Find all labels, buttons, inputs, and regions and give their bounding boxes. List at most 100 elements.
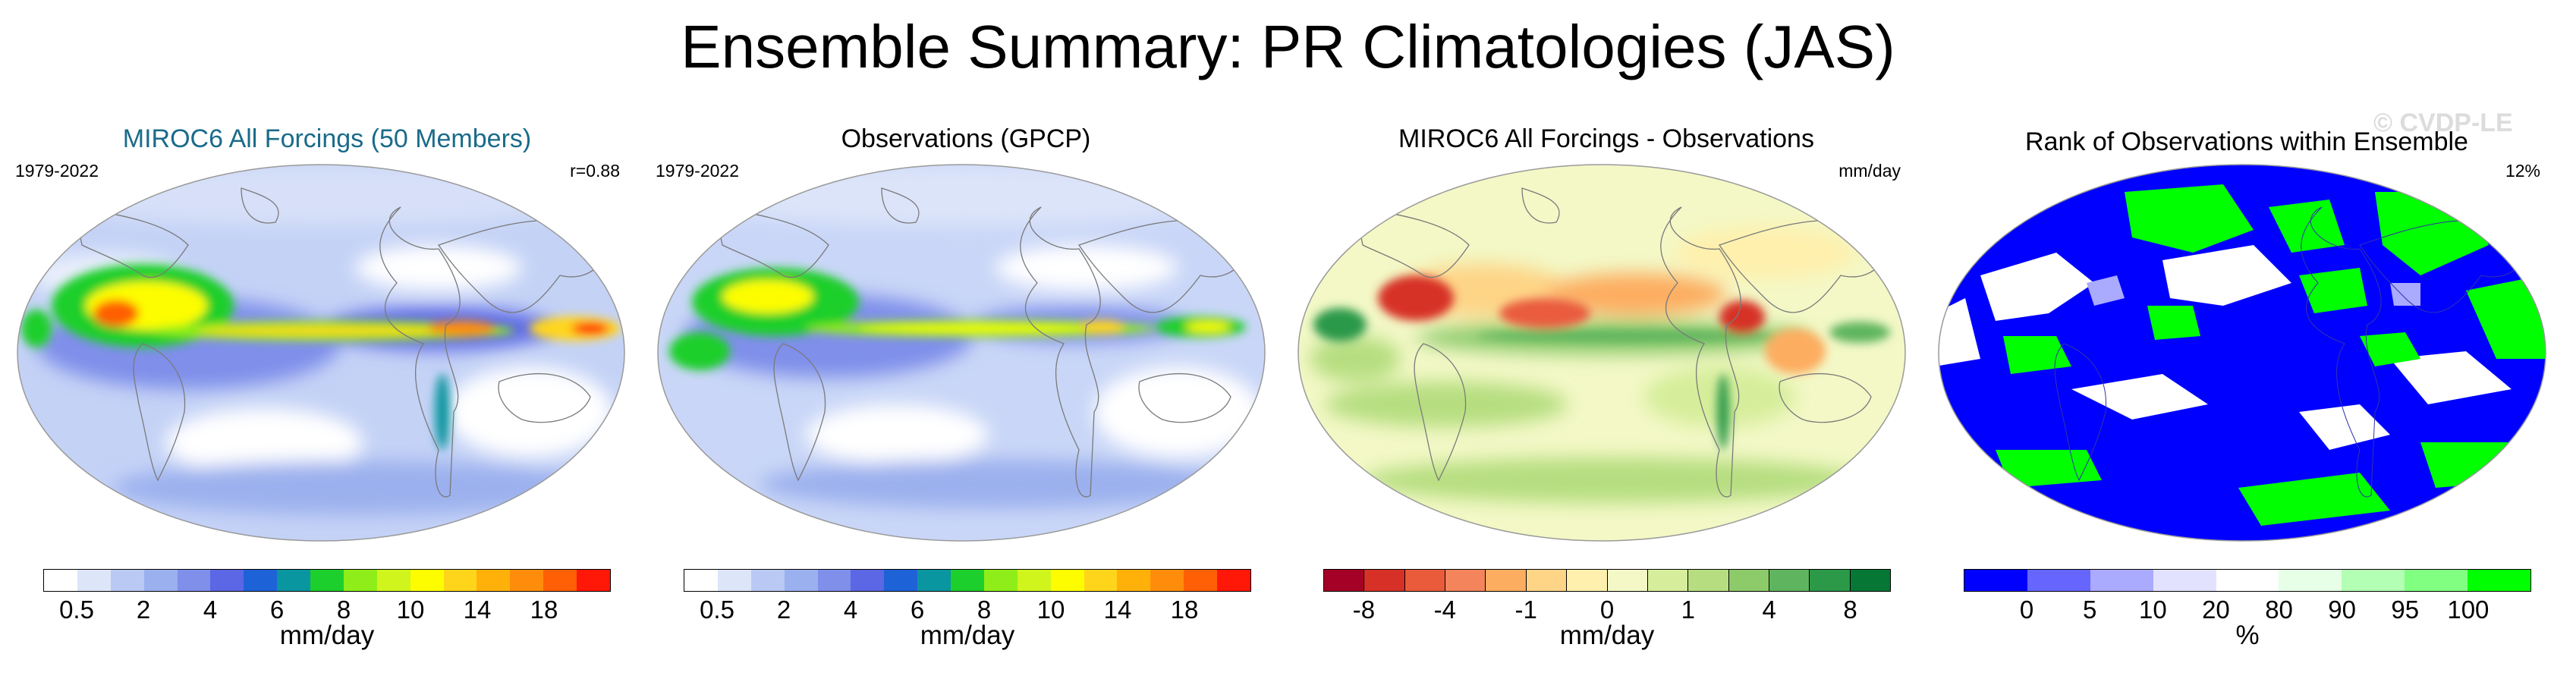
diff-tick-label: 4 (1762, 596, 1776, 624)
precip-1-tick-label: 8 (336, 596, 351, 624)
rank-tick-label: 10 (2138, 596, 2167, 624)
precip-2-tick-label: 18 (1170, 596, 1199, 624)
diff-tick-label: 1 (1681, 596, 1696, 624)
precip-colorbar-1 (43, 569, 611, 592)
precip-1-tick-label: 10 (396, 596, 425, 624)
precip-colorbar-1-swatch (244, 570, 278, 591)
panel-4-title: Rank of Observations within Ensemble (2025, 127, 2468, 156)
diff-colorbar-swatch (1769, 570, 1810, 591)
diff-colorbar-swatch (1810, 570, 1851, 591)
precip-1-tick-label: 6 (269, 596, 285, 624)
panel-3-units: mm/day (1838, 161, 1901, 181)
precip-colorbar-2-swatch (717, 570, 751, 591)
page-title: Ensemble Summary: PR Climatologies (JAS) (681, 13, 1895, 80)
rank-tick-label: 5 (2083, 596, 2097, 624)
diff-colorbar (1323, 569, 1891, 592)
precip-colorbar-2-swatch (917, 570, 951, 591)
precip-2-tick-label: 4 (843, 596, 858, 624)
diff-colorbar-swatch (1364, 570, 1405, 591)
panel-4-map (1938, 164, 2546, 542)
precip-colorbar-1-swatch (543, 570, 577, 591)
precip-2-tick-label: 14 (1103, 596, 1132, 624)
panel-1-title: MIROC6 All Forcings (50 Members) (122, 124, 532, 153)
precip-unit-2: mm/day (920, 621, 1015, 650)
precip-colorbar-2-swatch (951, 570, 984, 591)
precip-colorbar-1-swatch (277, 570, 310, 591)
precip-colorbar-2 (684, 569, 1251, 592)
watermark: © CVDP-LE (2373, 108, 2513, 137)
precip-colorbar-2-swatch (1217, 570, 1250, 591)
rank-colorbar-swatch (2342, 570, 2405, 591)
panel-1-map (17, 164, 625, 542)
diff-colorbar-swatch (1647, 570, 1689, 591)
precip-2-tick-label: 2 (776, 596, 791, 624)
panel-3-map (1297, 164, 1906, 542)
precip-2-tick-label: 10 (1036, 596, 1065, 624)
diff-tick-label: -4 (1433, 596, 1456, 624)
diff-colorbar-swatch (1688, 570, 1729, 591)
precip-colorbar-2-swatch (1017, 570, 1051, 591)
diff-colorbar-swatch (1486, 570, 1527, 591)
diff-tick-label: -8 (1352, 596, 1376, 624)
panel-3-title: MIROC6 All Forcings - Observations (1398, 124, 1814, 153)
diff-colorbar-swatch (1850, 570, 1891, 591)
panel-4-percent: 12% (2505, 161, 2540, 181)
diff-colorbar-swatch (1404, 570, 1446, 591)
precip-colorbar-1-swatch (510, 570, 544, 591)
precip-colorbar-2-swatch (1184, 570, 1217, 591)
panel-2-map (657, 164, 1266, 542)
diff-colorbar-swatch (1728, 570, 1769, 591)
precip-colorbar-1-swatch (477, 570, 511, 591)
precip-colorbar-2-swatch (684, 570, 718, 591)
rank-colorbar-swatch (2279, 570, 2342, 591)
precip-colorbar-1-swatch (77, 570, 111, 591)
precip-colorbar-1-swatch (577, 570, 610, 591)
precip-1-tick-label: 18 (530, 596, 558, 624)
precip-colorbar-1-swatch (410, 570, 444, 591)
precip-colorbar-2-swatch (884, 570, 918, 591)
rank-colorbar-swatch (2216, 570, 2279, 591)
precip-2-tick-label: 6 (910, 596, 925, 624)
precip-1-tick-label: 14 (463, 596, 492, 624)
precip-colorbar-2-swatch (750, 570, 785, 591)
precip-colorbar-1-swatch (310, 570, 344, 591)
panel-1-correlation: r=0.88 (570, 161, 620, 181)
rank-tick-label: 95 (2391, 596, 2420, 624)
rank-tick-label: 20 (2202, 596, 2230, 624)
precip-colorbar-1-swatch (443, 570, 477, 591)
precip-colorbar-1-swatch (143, 570, 178, 591)
precip-colorbar-1-swatch (110, 570, 144, 591)
precip-1-tick-label: 4 (203, 596, 218, 624)
rank-tick-label: 0 (2019, 596, 2034, 624)
panel-2-period: 1979-2022 (656, 161, 739, 181)
rank-tick-label: 80 (2265, 596, 2293, 624)
precip-colorbar-1-swatch (376, 570, 410, 591)
diff-tick-label: -1 (1514, 596, 1537, 624)
rank-unit: % (2235, 621, 2260, 650)
precip-colorbar-2-swatch (1150, 570, 1184, 591)
diff-tick-label: 8 (1843, 596, 1857, 624)
precip-colorbar-1-swatch (44, 570, 77, 591)
panel-2-title: Observations (GPCP) (841, 124, 1091, 153)
precip-colorbar-2-swatch (784, 570, 818, 591)
diff-unit: mm/day (1559, 621, 1655, 650)
diff-colorbar-swatch (1607, 570, 1648, 591)
rank-colorbar-swatch (2467, 570, 2531, 591)
precip-colorbar-2-swatch (817, 570, 851, 591)
rank-colorbar-swatch (2405, 570, 2468, 591)
precip-unit-1: mm/day (279, 621, 375, 650)
diff-colorbar-swatch (1567, 570, 1608, 591)
rank-colorbar-swatch (2153, 570, 2216, 591)
rank-colorbar (1964, 569, 2531, 592)
panel-1-period: 1979-2022 (15, 161, 99, 181)
precip-colorbar-2-swatch (1084, 570, 1118, 591)
rank-colorbar-swatch (2027, 570, 2090, 591)
precip-colorbar-1-swatch (343, 570, 377, 591)
rank-colorbar-swatch (2090, 570, 2153, 591)
precip-colorbar-1-swatch (210, 570, 244, 591)
rank-tick-label: 100 (2447, 596, 2490, 624)
precip-colorbar-2-swatch (1117, 570, 1151, 591)
diff-colorbar-swatch (1526, 570, 1568, 591)
precip-1-tick-label: 0.5 (59, 596, 94, 624)
diff-colorbar-swatch (1324, 570, 1365, 591)
